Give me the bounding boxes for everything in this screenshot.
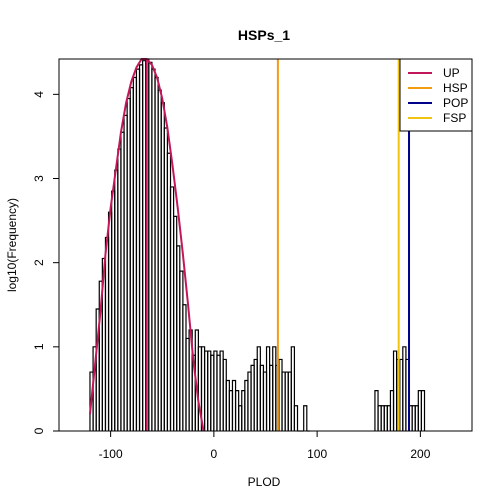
y-tick-label-1: 1 (32, 343, 46, 350)
histogram-bar-66 (294, 406, 297, 431)
legend-label-hsp: HSP (443, 81, 468, 95)
chart-title: HSPs_1 (238, 27, 290, 43)
legend-label-up: UP (443, 66, 460, 80)
histogram-bar-69 (304, 406, 307, 431)
y-axis-label: log10(Frequency) (5, 198, 19, 292)
histogram-bar-86 (421, 391, 424, 431)
x-tick-label-100: 100 (307, 447, 327, 461)
x-tick-label--100: -100 (99, 447, 123, 461)
y-tick-label-0: 0 (32, 427, 46, 434)
x-tick-label-200: 200 (410, 447, 430, 461)
legend-label-pop: POP (443, 96, 468, 110)
y-tick-label-2: 2 (32, 259, 46, 266)
y-tick-label-4: 4 (32, 91, 46, 98)
y-tick-label-3: 3 (32, 175, 46, 182)
legend-label-fsp: FSP (443, 111, 466, 125)
x-axis-label: PLOD (248, 475, 281, 489)
histogram (90, 59, 425, 431)
x-tick-label-0: 0 (211, 447, 218, 461)
